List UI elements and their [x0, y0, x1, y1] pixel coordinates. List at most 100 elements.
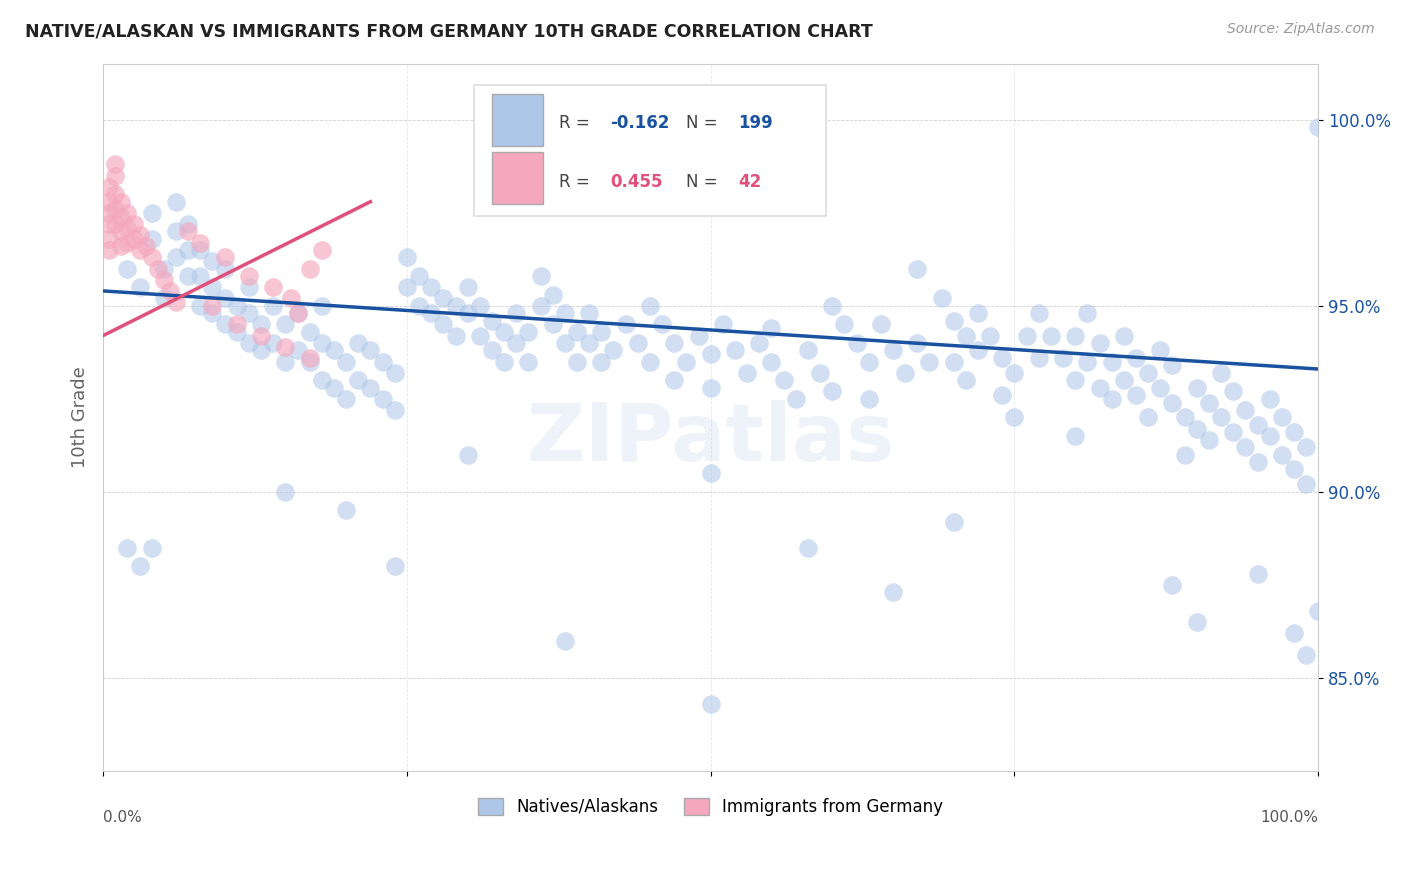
Point — [1101, 354, 1123, 368]
Point — [104, 217, 127, 231]
Point — [323, 381, 346, 395]
Point — [688, 328, 710, 343]
Point — [894, 366, 917, 380]
Point — [238, 268, 260, 283]
Point — [98, 179, 121, 194]
Point — [468, 328, 491, 343]
Point — [1282, 425, 1305, 440]
Point — [347, 373, 370, 387]
Point — [1271, 448, 1294, 462]
Point — [505, 336, 527, 351]
Point — [1161, 395, 1184, 409]
Text: ZIPatlas: ZIPatlas — [527, 400, 894, 477]
Point — [1198, 395, 1220, 409]
Point — [110, 194, 132, 209]
Point — [651, 318, 673, 332]
Point — [98, 217, 121, 231]
Text: Source: ZipAtlas.com: Source: ZipAtlas.com — [1227, 22, 1375, 37]
Point — [955, 373, 977, 387]
Point — [1282, 462, 1305, 476]
Point — [821, 384, 844, 399]
Point — [1088, 381, 1111, 395]
Point — [117, 261, 139, 276]
Point — [298, 261, 321, 276]
Point — [905, 336, 928, 351]
Point — [395, 280, 418, 294]
Point — [408, 299, 430, 313]
Point — [967, 343, 990, 358]
Point — [188, 243, 211, 257]
Point — [1258, 429, 1281, 443]
Point — [98, 206, 121, 220]
Point — [1271, 410, 1294, 425]
Point — [1209, 366, 1232, 380]
Point — [128, 280, 150, 294]
Point — [262, 336, 284, 351]
FancyBboxPatch shape — [492, 152, 543, 204]
Point — [104, 157, 127, 171]
Point — [335, 392, 357, 406]
Point — [311, 373, 333, 387]
Point — [347, 336, 370, 351]
Point — [384, 366, 406, 380]
Point — [1064, 373, 1087, 387]
Point — [201, 254, 224, 268]
Point — [942, 515, 965, 529]
Point — [517, 354, 540, 368]
Point — [1004, 410, 1026, 425]
Point — [159, 284, 181, 298]
Point — [141, 541, 163, 555]
Point — [1112, 373, 1135, 387]
Point — [1015, 328, 1038, 343]
Point — [1052, 351, 1074, 365]
Point — [371, 392, 394, 406]
Point — [287, 343, 309, 358]
Point — [882, 585, 904, 599]
Point — [1308, 604, 1330, 618]
Point — [104, 169, 127, 183]
Point — [457, 306, 479, 320]
Point — [177, 268, 200, 283]
Point — [408, 268, 430, 283]
Point — [591, 354, 613, 368]
Point — [1149, 381, 1171, 395]
Text: R =: R = — [558, 172, 595, 191]
Point — [1308, 120, 1330, 135]
Point — [1137, 366, 1160, 380]
Point — [1112, 328, 1135, 343]
Point — [699, 697, 721, 711]
Point — [274, 318, 297, 332]
Point — [128, 559, 150, 574]
Point — [602, 343, 624, 358]
Point — [505, 306, 527, 320]
Text: 100.0%: 100.0% — [1260, 810, 1319, 824]
Point — [1234, 403, 1257, 417]
Point — [420, 280, 443, 294]
Point — [298, 354, 321, 368]
Point — [541, 287, 564, 301]
Point — [1174, 448, 1197, 462]
Point — [1295, 648, 1317, 663]
Point — [274, 340, 297, 354]
Point — [1149, 343, 1171, 358]
Point — [153, 291, 176, 305]
Point — [1185, 421, 1208, 435]
Point — [591, 325, 613, 339]
Point — [238, 306, 260, 320]
Point — [882, 343, 904, 358]
Text: 0.0%: 0.0% — [103, 810, 142, 824]
Point — [287, 306, 309, 320]
Point — [808, 366, 831, 380]
Point — [1174, 410, 1197, 425]
Point — [785, 392, 807, 406]
Point — [384, 403, 406, 417]
Point — [287, 306, 309, 320]
Point — [457, 448, 479, 462]
Point — [627, 336, 650, 351]
Point — [1222, 384, 1244, 399]
Point — [238, 280, 260, 294]
Point — [188, 235, 211, 250]
Point — [250, 343, 273, 358]
Point — [122, 217, 145, 231]
Point — [128, 243, 150, 257]
